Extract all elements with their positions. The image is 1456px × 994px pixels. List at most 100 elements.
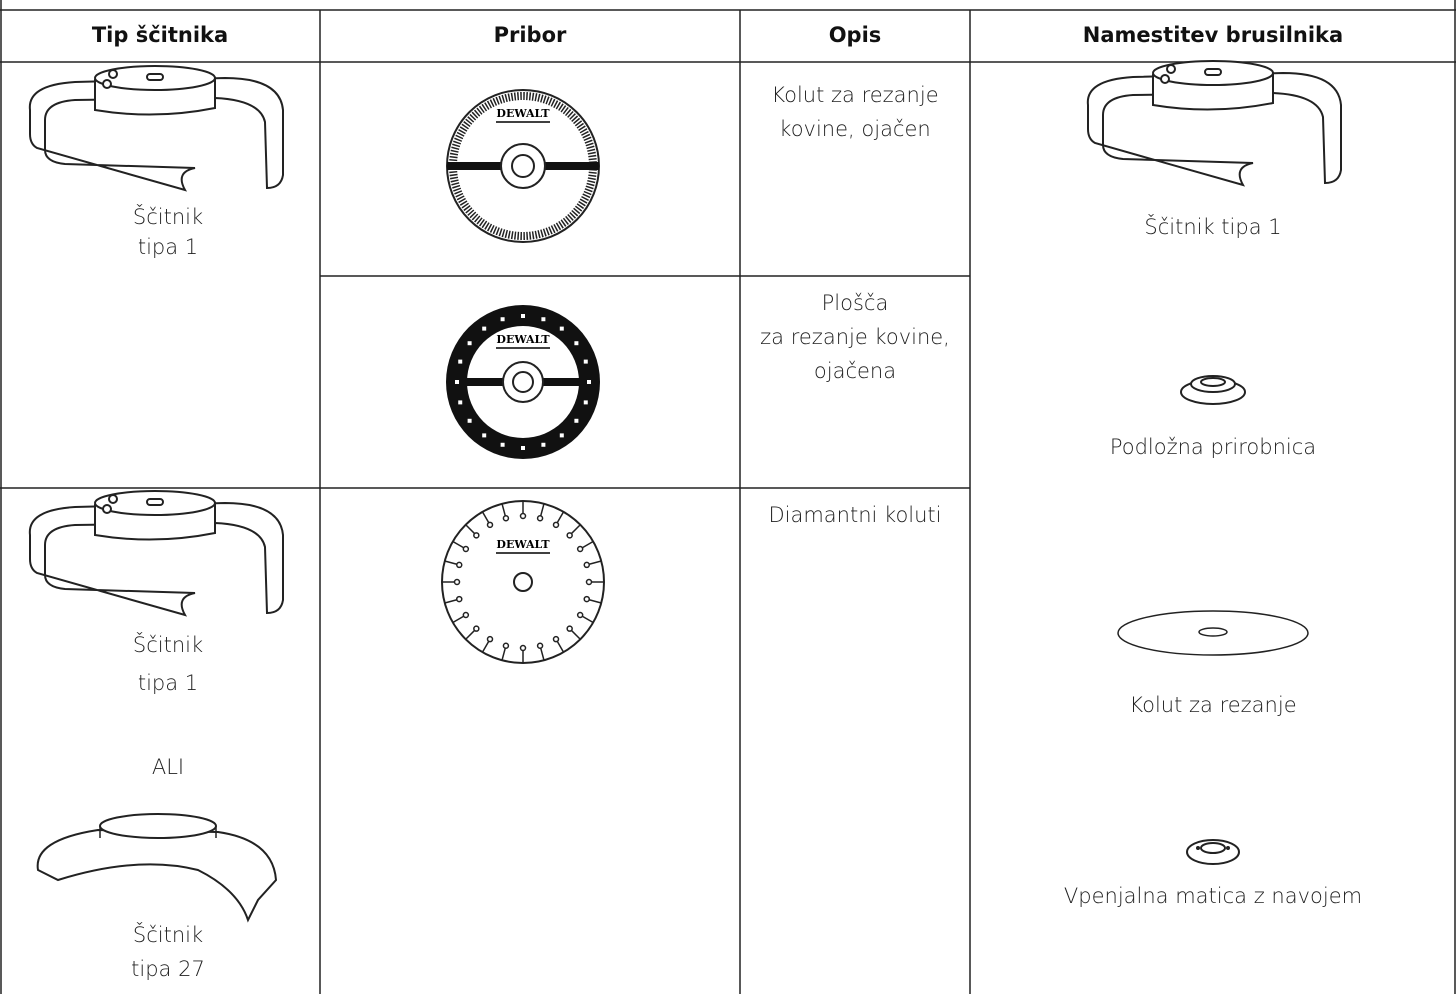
- dot: [583, 400, 588, 405]
- slot: [556, 511, 565, 524]
- guard-label: Ščitnik: [133, 922, 203, 947]
- slot-end: [473, 532, 480, 539]
- dot: [559, 433, 564, 438]
- slot-end: [576, 545, 584, 553]
- cutting-wheel: DEWALT: [446, 89, 600, 243]
- dot: [574, 418, 579, 423]
- slot-end: [585, 578, 593, 586]
- logo: DEWALT: [496, 107, 550, 120]
- slot-end: [552, 635, 560, 643]
- slot: [501, 647, 507, 661]
- guard-illustration: [28, 490, 284, 616]
- dot: [458, 400, 463, 405]
- slot-end: [583, 561, 591, 569]
- diamond-wheel: DEWALT: [441, 500, 605, 664]
- guard-label: tipa 1: [138, 235, 198, 259]
- slot-end: [519, 644, 527, 652]
- slot-end: [519, 512, 527, 520]
- dot: [541, 442, 546, 447]
- dot: [500, 442, 505, 447]
- dot: [482, 326, 487, 331]
- slot: [539, 503, 545, 517]
- header: Namestitev brusilnika: [1083, 23, 1343, 47]
- slot-end: [536, 514, 544, 522]
- dot: [458, 359, 463, 364]
- slot-end: [552, 521, 560, 529]
- description: za rezanje kovine,: [760, 325, 950, 349]
- slot: [501, 503, 507, 517]
- slot: [588, 560, 602, 566]
- guard-illustration: [1086, 60, 1342, 186]
- dot: [583, 359, 588, 364]
- dot: [574, 341, 579, 346]
- slot: [556, 640, 565, 653]
- slot: [588, 598, 602, 604]
- slot-end: [455, 561, 463, 569]
- guard-label: tipa 1: [138, 671, 198, 695]
- slot-end: [576, 611, 584, 619]
- slot: [444, 598, 458, 604]
- slot: [465, 524, 476, 535]
- logo: DEWALT: [496, 538, 550, 551]
- slot: [465, 629, 476, 640]
- slot-end: [462, 545, 470, 553]
- header: Opis: [829, 23, 882, 47]
- slot: [570, 524, 581, 535]
- assembly-label: Kolut za rezanje: [1129, 693, 1296, 717]
- slot-end: [462, 611, 470, 619]
- cutting-disc: [1117, 610, 1309, 656]
- assembly-label: Ščitnik tipa 1: [1144, 214, 1281, 239]
- guard-illustration: [28, 65, 284, 191]
- slot-end: [455, 595, 463, 603]
- guard-illustration: [36, 813, 278, 921]
- guard-label: tipa 27: [131, 957, 205, 981]
- slot-end: [502, 514, 510, 522]
- slot: [581, 540, 594, 549]
- slot-end: [486, 521, 494, 529]
- description: ojačena: [814, 359, 896, 383]
- logo: DEWALT: [496, 333, 550, 346]
- dot: [455, 380, 459, 384]
- slot-end: [583, 595, 591, 603]
- header: Pribor: [494, 23, 567, 47]
- assembly-label: Podložna prirobnica: [1110, 435, 1316, 459]
- slot: [539, 647, 545, 661]
- description: kovine, ojačen: [779, 117, 930, 141]
- slot: [481, 640, 490, 653]
- slot-end: [502, 642, 510, 650]
- slot-end: [453, 578, 461, 586]
- description: Diamantni koluti: [768, 503, 941, 527]
- dot: [482, 433, 487, 438]
- slot-end: [473, 625, 480, 632]
- dot: [467, 418, 472, 423]
- header: Tip ščitnika: [92, 23, 228, 47]
- dot: [587, 380, 591, 384]
- guard-label: Ščitnik: [133, 204, 203, 229]
- slot: [452, 540, 465, 549]
- dot: [467, 341, 472, 346]
- dot: [541, 317, 546, 322]
- backing-flange: [1180, 375, 1246, 405]
- description: Kolut za rezanje: [771, 83, 938, 107]
- description: Plošča: [822, 291, 889, 315]
- slot: [481, 511, 490, 524]
- assembly-label: Vpenjalna matica z navojem: [1064, 884, 1362, 908]
- slot: [581, 615, 594, 624]
- dot: [559, 326, 564, 331]
- cutting-plate: DEWALT: [446, 305, 600, 459]
- clamp-nut: [1186, 839, 1240, 865]
- slot-end: [536, 642, 544, 650]
- dot: [521, 314, 525, 318]
- slot-end: [566, 625, 573, 632]
- separator: ALI: [152, 755, 184, 779]
- slot-end: [566, 532, 573, 539]
- slot: [452, 615, 465, 624]
- guard-label: Ščitnik: [133, 632, 203, 657]
- dot: [500, 317, 505, 322]
- slot: [570, 629, 581, 640]
- dot: [521, 446, 525, 450]
- slot: [444, 560, 458, 566]
- slot-end: [486, 635, 494, 643]
